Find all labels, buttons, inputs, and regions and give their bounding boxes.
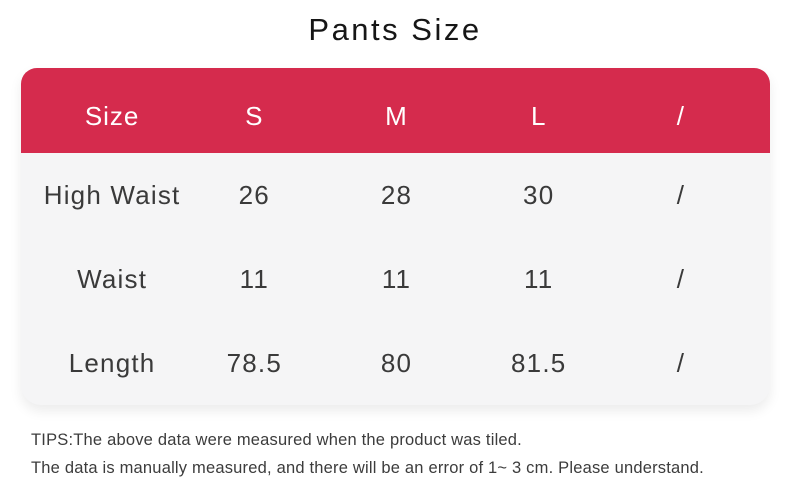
table-body: High Waist 26 28 30 / Waist 11 11 11 / L… [21,153,770,405]
row-value: / [676,179,686,210]
row-value: 81.5 [511,347,567,378]
table-row-high-waist: High Waist 26 28 30 / [21,153,770,237]
row-value: 11 [239,263,269,294]
size-chart-card: Size S M L / High Waist 26 28 30 / Waist… [21,68,770,405]
row-value: 30 [523,179,555,210]
row-label: Waist [77,263,148,294]
header-cell-slash: / [676,101,686,131]
table-row-waist: Waist 11 11 11 / [21,237,770,321]
row-value: 28 [380,179,413,210]
row-value: 80 [380,347,413,378]
table-row-length: Length 78.5 80 81.5 / [21,321,770,405]
row-value: 26 [238,179,270,210]
row-value: 11 [524,263,554,294]
row-label: Length [68,347,156,378]
row-value: 78.5 [226,347,282,378]
tips-line-1: TIPS:The above data were measured when t… [31,431,522,449]
row-value: / [676,263,686,294]
table-header-row: Size S M L / [21,68,770,153]
row-value: 11 [381,263,412,294]
tips-line-2: The data is manually measured, and there… [31,459,704,477]
header-cell-l: L [530,101,547,131]
header-cell-size: Size [84,101,140,131]
page-title: Pants Size [308,12,482,47]
row-value: / [676,347,686,378]
tips-section: TIPS:The above data were measured when t… [31,431,774,487]
header-cell-m: M [385,101,408,131]
header-cell-s: S [245,101,264,131]
row-label: High Waist [43,179,181,210]
